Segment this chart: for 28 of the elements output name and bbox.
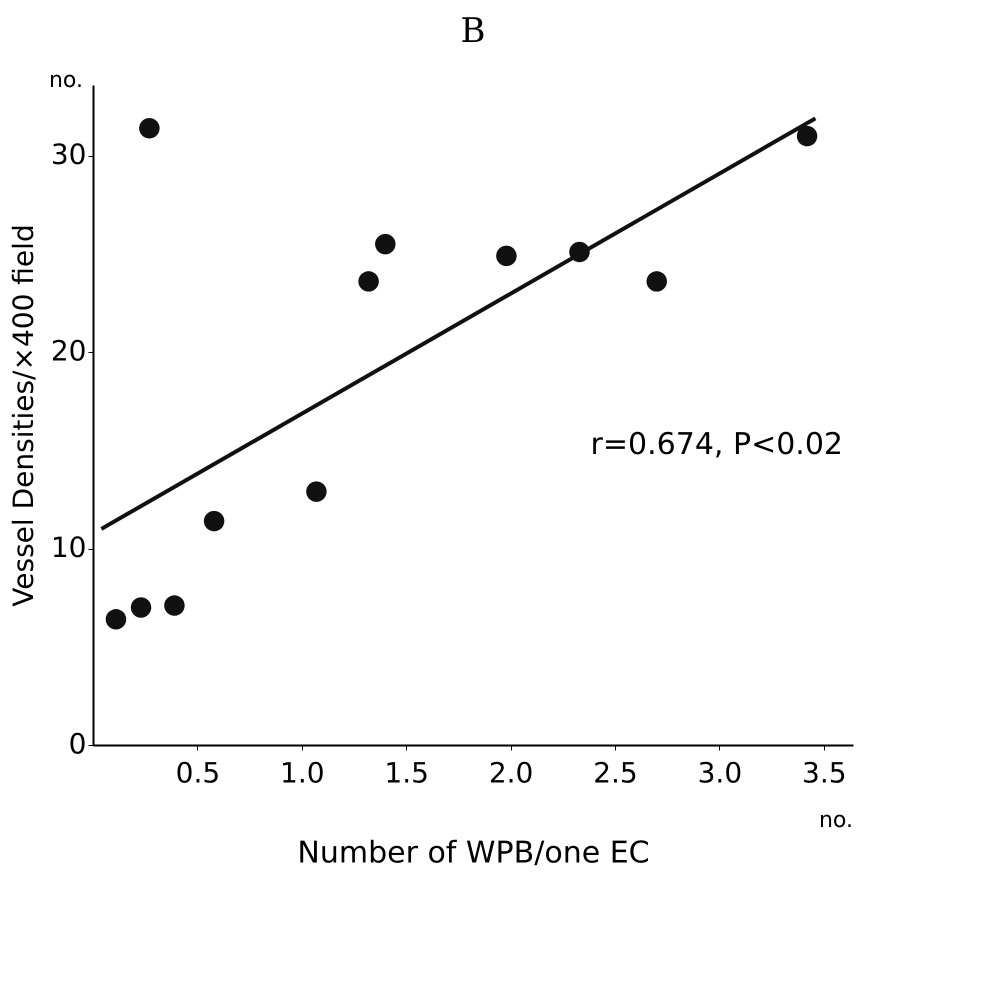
x-tick-label: 3.0: [698, 756, 742, 790]
x-tick-label: 2.5: [593, 756, 638, 790]
point: [204, 510, 224, 532]
chart-title: B: [460, 11, 486, 51]
point: [358, 271, 379, 292]
y-tick-label: 0: [68, 728, 86, 760]
x-tick-label: 1.5: [384, 756, 429, 790]
y-tick-label: 20: [50, 334, 86, 368]
point: [496, 246, 517, 266]
y-tick-label: 30: [50, 138, 86, 172]
point: [306, 481, 327, 502]
point: [130, 597, 152, 618]
point: [796, 126, 818, 146]
y-axis-title: Vessel Densities/×400 field: [6, 224, 40, 607]
point: [375, 234, 396, 254]
point: [139, 118, 160, 138]
x-tick-label: 0.5: [176, 756, 220, 790]
text: no.: [818, 808, 853, 833]
x-axis-title: Number of WPB/one EC: [297, 836, 650, 870]
point: [646, 271, 667, 292]
annotation: r=0.674, P<0.02: [590, 427, 843, 462]
point: [164, 595, 185, 616]
x-tick-label: 1.0: [280, 756, 325, 790]
point: [106, 609, 126, 630]
x-tick-label: 2.0: [488, 756, 534, 790]
y-tick-label: 10: [50, 531, 86, 564]
text: no.: [48, 68, 83, 93]
x-tick-label: 3.5: [802, 756, 847, 790]
